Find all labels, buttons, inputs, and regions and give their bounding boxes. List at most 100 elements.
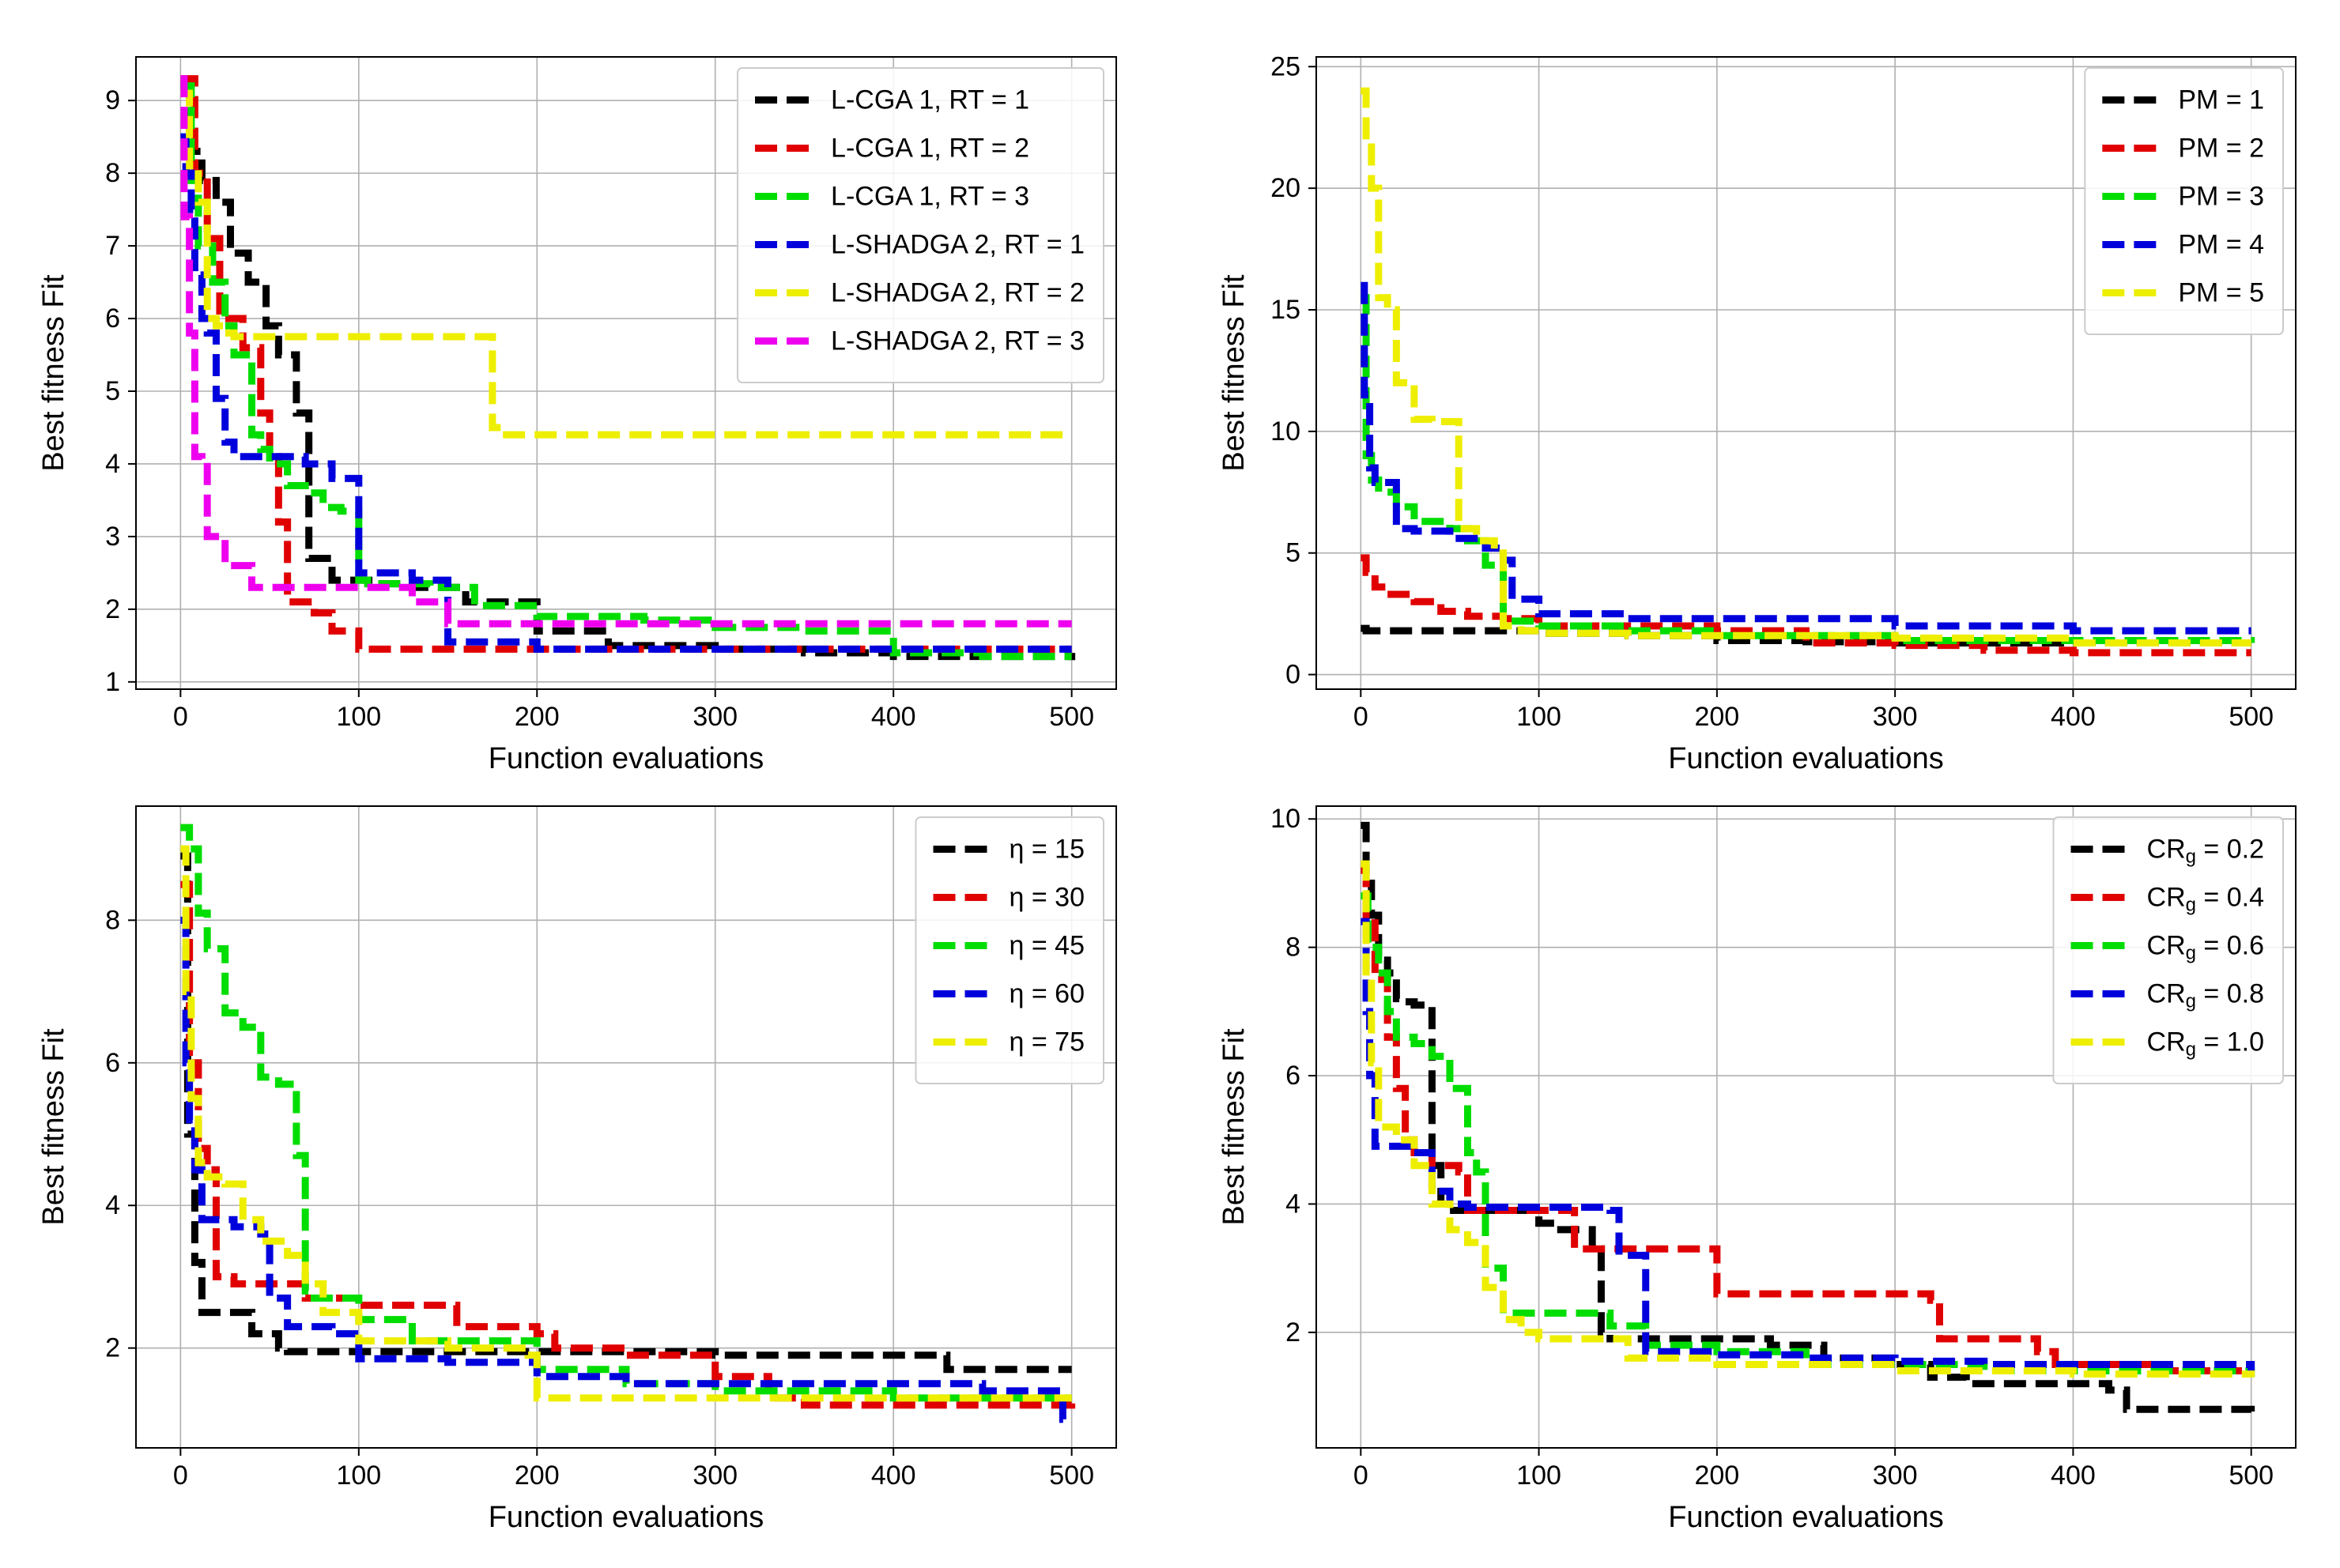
y-tick-label: 3 bbox=[105, 522, 120, 552]
legend-label: CRg = 0.4 bbox=[2147, 883, 2264, 916]
series-line-1 bbox=[180, 852, 1072, 1374]
x-tick-label: 400 bbox=[2051, 1461, 2096, 1491]
series-line-3 bbox=[1361, 892, 2255, 1378]
x-tick-label: 300 bbox=[693, 1461, 738, 1491]
x-tick-label: 400 bbox=[2051, 702, 2096, 732]
legend-frame bbox=[915, 816, 1104, 1084]
legend-label: L-SHADGA 2, RT = 2 bbox=[831, 278, 1085, 308]
x-axis-label: Function evaluations bbox=[489, 742, 764, 775]
y-tick-label: 0 bbox=[1285, 660, 1300, 690]
legend-label: CRg = 0.2 bbox=[2147, 835, 2264, 868]
y-tick-label: 4 bbox=[105, 1190, 120, 1220]
y-tick-label: 2 bbox=[1285, 1317, 1300, 1348]
legend-label: CRg = 0.6 bbox=[2147, 931, 2264, 964]
x-tick-label: 100 bbox=[336, 702, 381, 732]
legend: CRg = 0.2 CRg = 0.4 CRg = 0.6 CRg = 0.8 CRg … bbox=[2052, 816, 2284, 1084]
legend-label: PM = 2 bbox=[2178, 134, 2264, 164]
x-tick-label: 100 bbox=[336, 1461, 381, 1491]
series-line-4 bbox=[1361, 918, 2255, 1371]
legend-label: η = 75 bbox=[1010, 1027, 1085, 1057]
legend-frame bbox=[2084, 67, 2284, 335]
x-tick-label: 100 bbox=[1516, 1461, 1561, 1491]
legend-label: PM = 5 bbox=[2178, 278, 2264, 308]
legend-label: η = 30 bbox=[1010, 883, 1085, 913]
plot-frame bbox=[1315, 805, 2297, 1449]
series-line-5 bbox=[1361, 87, 2251, 647]
legend-label: PM = 4 bbox=[2178, 230, 2264, 260]
chart-panel-3: 0 100 200 300 400 500 2 4 6 8 Function evaluations… bbox=[37, 805, 1117, 1534]
x-tick-label: 500 bbox=[2229, 1461, 2274, 1491]
y-tick-label: 5 bbox=[105, 376, 120, 406]
y-tick-label: 6 bbox=[105, 303, 120, 334]
y-tick-label: 25 bbox=[1270, 51, 1300, 81]
x-axis-label: Function evaluations bbox=[489, 1501, 764, 1534]
chart-panel-1: 0 100 200 300 400 500 1 2 3 4 5 6 7 8 9 Function evalua… bbox=[37, 56, 1117, 775]
x-tick-label: 300 bbox=[693, 702, 738, 732]
x-tick-label: 400 bbox=[871, 702, 916, 732]
y-tick-label: 15 bbox=[1270, 295, 1300, 325]
y-tick-label: 9 bbox=[105, 85, 120, 115]
y-axis-label: Best fitness Fit bbox=[1217, 1028, 1251, 1226]
legend-frame bbox=[737, 67, 1104, 383]
legend-label: L-CGA 1, RT = 1 bbox=[831, 85, 1029, 115]
y-tick-label: 6 bbox=[1285, 1061, 1300, 1091]
series-line-5 bbox=[180, 89, 1072, 439]
x-tick-label: 300 bbox=[1873, 702, 1918, 732]
y-tick-label: 8 bbox=[1285, 933, 1300, 963]
series-line-4 bbox=[1361, 281, 2251, 635]
x-axis-label: Function evaluations bbox=[1668, 1501, 1944, 1534]
series-line-5 bbox=[180, 845, 1072, 1402]
legend: L-CGA 1, RT = 1 L-CGA 1, RT = 2 L-CGA 1, R… bbox=[737, 67, 1104, 383]
legend-label: L-CGA 1, RT = 3 bbox=[831, 182, 1029, 212]
x-tick-label: 500 bbox=[2229, 702, 2274, 732]
y-tick-label: 2 bbox=[105, 1333, 120, 1363]
series-line-2 bbox=[180, 75, 1072, 653]
series-line-4 bbox=[180, 916, 1072, 1423]
legend-label: η = 15 bbox=[1010, 835, 1085, 865]
x-tick-label: 0 bbox=[1353, 1461, 1368, 1491]
x-tick-label: 0 bbox=[173, 702, 188, 732]
series-line-4 bbox=[180, 133, 1072, 653]
legend: η = 15 η = 30 η = 45 η = 60 η = 75 bbox=[915, 816, 1104, 1084]
legend-label: PM = 3 bbox=[2178, 182, 2264, 212]
x-tick-label: 0 bbox=[1353, 702, 1368, 732]
y-tick-label: 1 bbox=[105, 667, 120, 697]
x-tick-label: 200 bbox=[515, 702, 560, 732]
series-line-5 bbox=[1361, 860, 2255, 1378]
x-tick-label: 200 bbox=[1694, 1461, 1739, 1491]
legend-label: L-CGA 1, RT = 2 bbox=[831, 134, 1029, 164]
x-tick-label: 400 bbox=[871, 1461, 916, 1491]
series-line-3 bbox=[180, 82, 1072, 661]
y-tick-label: 4 bbox=[1285, 1189, 1300, 1219]
series-line-3 bbox=[1361, 294, 2255, 644]
y-tick-label: 8 bbox=[105, 158, 120, 188]
legend: PM = 1 PM = 2 PM = 3 PM = 4 PM = 5 bbox=[2084, 67, 2284, 335]
y-tick-label: 7 bbox=[105, 231, 120, 261]
legend-label: CRg = 1.0 bbox=[2147, 1027, 2264, 1061]
y-tick-label: 10 bbox=[1270, 804, 1300, 834]
chart-panel-2: 0 100 200 300 400 500 0 5 10 15 20 25 Function evalu… bbox=[1217, 51, 2297, 775]
legend-label: L-SHADGA 2, RT = 3 bbox=[831, 326, 1085, 356]
y-tick-label: 20 bbox=[1270, 173, 1300, 203]
plot-frame bbox=[1315, 56, 2297, 690]
y-axis-label: Best fitness Fit bbox=[37, 274, 70, 472]
x-tick-label: 300 bbox=[1873, 1461, 1918, 1491]
y-tick-label: 4 bbox=[105, 449, 120, 479]
plot-frame bbox=[135, 56, 1117, 690]
plot-frame bbox=[135, 805, 1117, 1449]
x-tick-label: 500 bbox=[1049, 702, 1094, 732]
y-tick-label: 6 bbox=[105, 1048, 120, 1078]
x-tick-label: 200 bbox=[515, 1461, 560, 1491]
x-tick-label: 200 bbox=[1694, 702, 1739, 732]
legend-label: CRg = 0.8 bbox=[2147, 979, 2264, 1012]
legend-label: η = 60 bbox=[1010, 979, 1085, 1009]
x-tick-label: 0 bbox=[173, 1461, 188, 1491]
y-tick-label: 8 bbox=[105, 905, 120, 935]
x-tick-label: 100 bbox=[1516, 702, 1561, 732]
legend-label: η = 45 bbox=[1010, 931, 1085, 961]
y-tick-label: 10 bbox=[1270, 416, 1300, 447]
y-tick-label: 5 bbox=[1285, 538, 1300, 568]
y-axis-label: Best fitness Fit bbox=[37, 1028, 70, 1226]
y-axis-label: Best fitness Fit bbox=[1217, 274, 1251, 472]
